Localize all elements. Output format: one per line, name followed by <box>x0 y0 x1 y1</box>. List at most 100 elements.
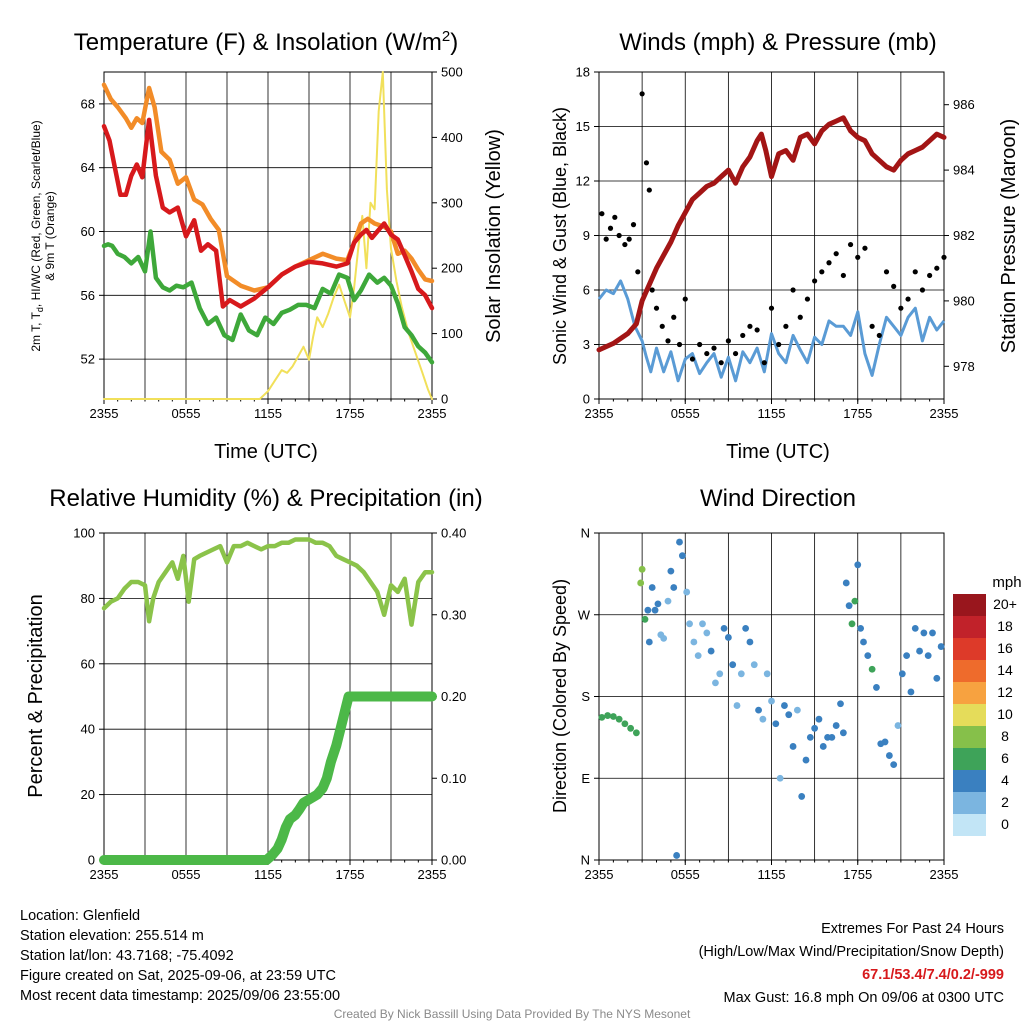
direction-point <box>772 720 780 728</box>
direction-point <box>676 538 683 546</box>
humidity-panel-title: Relative Humidity (%) & Precipitation (i… <box>49 485 482 512</box>
direction-point <box>694 652 702 660</box>
x-tick-label: 1755 <box>336 406 365 421</box>
direction-point <box>873 684 880 691</box>
colorbar-label: 8 <box>1001 728 1009 744</box>
x-tick-label: 2355 <box>585 406 614 421</box>
gust-point <box>704 350 710 357</box>
colorbar-label: 4 <box>1001 772 1009 788</box>
x-tick-label: 2355 <box>585 867 614 882</box>
y-tick-label: 3 <box>583 337 590 352</box>
gust-point <box>740 332 746 339</box>
direction-point <box>621 720 629 728</box>
direction-point <box>651 606 659 614</box>
y-tick-label: 9 <box>583 228 590 243</box>
y-right-tick-label: 0.10 <box>441 771 466 786</box>
x-tick-label: 2355 <box>418 406 447 421</box>
gust-point <box>689 356 696 362</box>
direction-point <box>648 584 656 591</box>
direction-point <box>857 624 865 632</box>
direction-point <box>720 624 728 632</box>
direction-point <box>837 700 844 708</box>
direction-point <box>907 688 915 696</box>
direction-point <box>828 733 836 741</box>
direction-point <box>916 647 923 655</box>
gust-point <box>616 232 622 239</box>
colorbar-swatch <box>953 638 986 660</box>
gust-point <box>833 251 839 257</box>
colorbar-label: 6 <box>1001 750 1009 766</box>
x-tick-label: 2355 <box>930 867 959 882</box>
wind-ylabel: Sonic Wind & Gust (Blue, Black) <box>550 107 570 365</box>
y-tick-label: N <box>581 526 590 541</box>
rh-ylabel: Percent & Precipitation <box>25 594 47 797</box>
y-tick-label: 60 <box>81 224 95 239</box>
direction-point <box>699 620 706 628</box>
y-right-tick-label: 986 <box>953 97 975 112</box>
y-tick-label: W <box>578 607 591 622</box>
direction-point <box>763 670 771 678</box>
station-info: Location: Glenfield Station elevation: 2… <box>20 906 340 1006</box>
gust-point <box>776 341 782 348</box>
direction-point <box>864 652 872 660</box>
colorbar-label: 10 <box>997 706 1013 722</box>
gust-point <box>855 254 861 260</box>
x-tick-label: 0555 <box>671 406 700 421</box>
y-tick-label: 12 <box>576 174 590 189</box>
direction-point <box>641 615 649 623</box>
y-tick-label: S <box>581 689 590 704</box>
gust-point <box>819 269 825 275</box>
direction-point <box>759 715 767 723</box>
direction-point <box>604 712 612 719</box>
solar-ylabel: Solar Insolation (Yellow) <box>483 129 505 343</box>
direction-point <box>898 670 906 678</box>
colorbar-swatch <box>953 682 986 704</box>
gust-point <box>603 236 609 242</box>
direction-point <box>683 588 691 596</box>
gust-point <box>676 341 683 348</box>
direction-point <box>654 600 662 608</box>
direction-point <box>750 661 758 669</box>
direction-point <box>615 715 623 723</box>
direction-point <box>848 620 856 628</box>
y-tick-label: 68 <box>81 96 95 111</box>
panel-humidity: 2355 0555 1155 1755 23550204060801000.000.10… <box>73 526 466 883</box>
colorbar-label: 20+ <box>993 596 1017 612</box>
direction-point <box>644 606 652 614</box>
y-tick-label: 40 <box>81 722 95 737</box>
direction-point <box>806 733 814 741</box>
colorbar-title: mph <box>992 574 1021 591</box>
direction-point <box>894 722 902 729</box>
gust-point <box>783 323 789 329</box>
direction-point <box>660 634 668 642</box>
direction-point <box>776 774 784 782</box>
gust-point <box>934 265 940 271</box>
recent-timestamp: Most recent data timestamp: 2025/09/06 2… <box>20 988 341 1004</box>
direction-point <box>729 661 737 669</box>
gust-point <box>639 91 645 97</box>
gust-point <box>747 323 753 329</box>
gust-point <box>898 305 904 311</box>
series-line-1 <box>101 117 435 311</box>
y-right-tick-label: 0.30 <box>441 607 466 622</box>
direction-point <box>632 729 640 737</box>
colorbar-swatch <box>953 660 986 682</box>
dir-ylabel: Direction (Colored By Speed) <box>550 579 570 813</box>
direction-point <box>793 706 801 714</box>
y-right-tick-label: 0.40 <box>441 526 466 541</box>
precip-line <box>99 691 437 865</box>
x-tick-label: 0555 <box>172 406 201 421</box>
y-right-tick-label: 0.20 <box>441 689 466 704</box>
direction-point <box>598 713 606 721</box>
gust-point <box>941 254 947 260</box>
pressure-line <box>596 115 947 353</box>
direction-panel-title: Wind Direction <box>700 485 856 512</box>
gust-point <box>883 269 890 275</box>
colorbar-swatch <box>953 814 986 836</box>
direction-point <box>712 679 719 687</box>
y-right-tick-label: 982 <box>953 228 975 243</box>
direction-point <box>673 852 681 859</box>
gust-point <box>840 272 846 279</box>
speed-colorbar: 20+ 18 16 14 12 10 8 6 4 2 0 <box>953 594 1017 836</box>
colorbar-swatch <box>953 770 986 792</box>
